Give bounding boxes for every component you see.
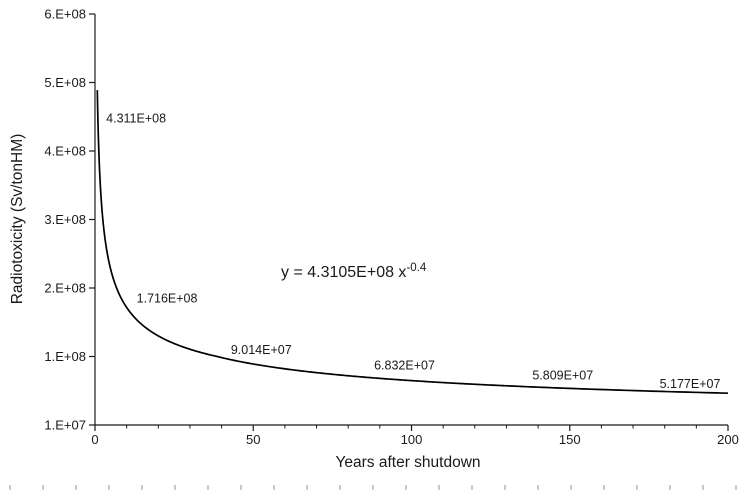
y-tick-label: 3.E+08 (44, 212, 86, 227)
y-tick-label: 6.E+08 (44, 7, 86, 22)
trendline-curve (96, 90, 729, 395)
y-tick-label: 4.E+08 (44, 144, 86, 159)
y-axis-title: Radiotoxicity (Sv/tonHM) (9, 134, 26, 305)
y-tick-label: 5.E+08 (44, 75, 86, 90)
x-tick-label: 100 (401, 432, 423, 447)
point-label: 6.832E+07 (374, 359, 435, 373)
x-axis-ticks: 0 50 100 150 200 (91, 425, 739, 447)
y-axis-ticks: 6.E+08 5.E+08 4.E+08 3.E+08 2.E+08 1.E+08 1.E+… (44, 7, 95, 433)
x-tick-label: 200 (717, 432, 739, 447)
y-tick-label: 1.E+07 (44, 418, 86, 433)
y-tick-label: 2.E+08 (44, 281, 86, 296)
point-label: 4.311E+08 (106, 112, 166, 126)
trendline-equation-text: y = 4.3105E+08 x (281, 264, 406, 281)
x-tick-label: 50 (246, 432, 260, 447)
x-tick-label: 150 (559, 432, 581, 447)
x-tick-label: 0 (91, 432, 98, 447)
trendline-equation: y = 4.3105E+08 x-0.4 (281, 262, 427, 281)
point-label: 5.809E+07 (532, 368, 593, 382)
point-label: 9.014E+07 (231, 343, 292, 357)
data-point-labels: 4.311E+08 1.716E+08 9.014E+07 6.832E+07 5.80… (106, 112, 720, 392)
trendline-equation-exponent: -0.4 (406, 262, 426, 274)
point-label: 5.177E+07 (660, 377, 721, 391)
x-axis-title: Years after shutdown (335, 454, 480, 471)
point-label: 1.716E+08 (137, 291, 198, 305)
y-tick-label: 1.E+08 (44, 349, 86, 364)
